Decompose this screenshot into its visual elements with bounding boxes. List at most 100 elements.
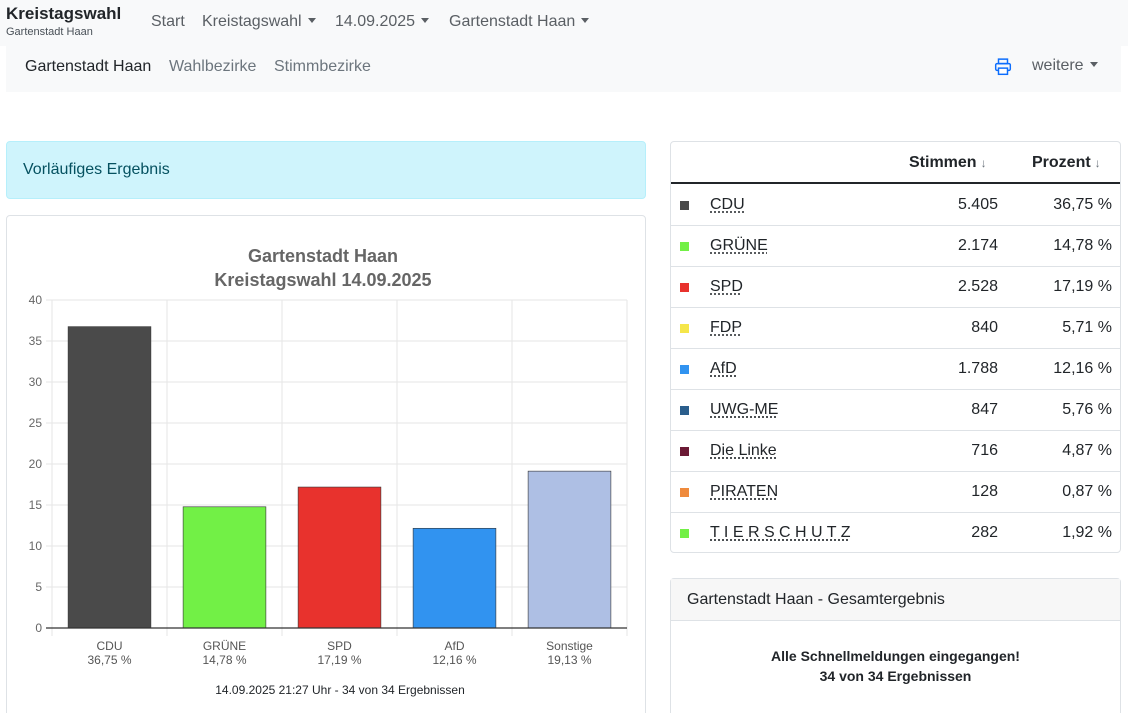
nav-date-dropdown[interactable]: 14.09.2025 bbox=[335, 12, 430, 32]
y-tick-label: 20 bbox=[29, 457, 43, 471]
chevron-down-icon[interactable] bbox=[1089, 62, 1098, 67]
table-row: PIRATEN 128 0,87 % bbox=[671, 472, 1120, 513]
y-tick-label: 10 bbox=[29, 539, 43, 553]
table-row: FDP 840 5,71 % bbox=[671, 308, 1120, 349]
party-link[interactable]: SPD bbox=[710, 278, 743, 295]
party-link[interactable]: PIRATEN bbox=[710, 483, 779, 500]
results-bar-chart: Gartenstadt Haan Kreistagswahl 14.09.2025… bbox=[29, 246, 628, 697]
table-row: T I E R S C H U T Z 282 1,92 % bbox=[671, 513, 1120, 554]
party-link[interactable]: Die Linke bbox=[710, 442, 777, 459]
party-votes: 5.405 bbox=[957, 196, 998, 213]
party-link[interactable]: CDU bbox=[710, 196, 745, 213]
tab-wahlbezirke[interactable]: Wahlbezirke bbox=[169, 58, 257, 75]
nav-election-label[interactable]: Kreistagswahl bbox=[202, 13, 302, 30]
bar[interactable] bbox=[527, 470, 612, 629]
summary-header: Gartenstadt Haan - Gesamtergebnis bbox=[671, 579, 1120, 621]
chevron-down-icon[interactable] bbox=[581, 18, 590, 23]
nav-date-label[interactable]: 14.09.2025 bbox=[335, 13, 416, 30]
votes-column-header[interactable]: Stimmen ↓ bbox=[909, 154, 987, 172]
nav-area-dropdown[interactable]: Gartenstadt Haan bbox=[449, 12, 590, 32]
y-tick-label: 30 bbox=[29, 375, 43, 389]
bar[interactable] bbox=[297, 486, 382, 629]
party-votes: 847 bbox=[971, 401, 998, 418]
x-tick-sublabel: 14,78 % bbox=[202, 653, 246, 667]
sort-arrow-icon[interactable]: ↓ bbox=[1094, 156, 1101, 170]
party-link[interactable]: AfD bbox=[710, 360, 737, 377]
y-tick-label: 40 bbox=[29, 293, 43, 307]
brand-subtitle[interactable]: Gartenstadt Haan bbox=[6, 26, 93, 38]
table-row: UWG-ME 847 5,76 % bbox=[671, 390, 1120, 431]
table-row: AfD 1.788 12,16 % bbox=[671, 349, 1120, 390]
x-tick-sublabel: 36,75 % bbox=[87, 653, 131, 667]
party-percent: 0,87 % bbox=[1062, 483, 1112, 500]
party-votes: 282 bbox=[971, 524, 998, 541]
table-row: Die Linke 716 4,87 % bbox=[671, 431, 1120, 472]
sort-arrow-icon[interactable]: ↓ bbox=[980, 156, 987, 170]
table-row: SPD 2.528 17,19 % bbox=[671, 267, 1120, 308]
party-votes: 2.528 bbox=[957, 278, 998, 295]
nav-election-dropdown[interactable]: Kreistagswahl bbox=[202, 12, 316, 32]
chart-title: Kreistagswahl 14.09.2025 bbox=[214, 270, 431, 290]
bar[interactable] bbox=[182, 506, 267, 629]
percent-header-label[interactable]: Prozent bbox=[1032, 154, 1091, 171]
bar[interactable] bbox=[412, 527, 497, 629]
chevron-down-icon[interactable] bbox=[307, 18, 316, 23]
table-header: Stimmen ↓ Prozent ↓ bbox=[671, 142, 1120, 184]
party-color-swatch bbox=[680, 488, 689, 497]
nav-start-label[interactable]: Start bbox=[151, 13, 185, 30]
y-tick-label: 35 bbox=[29, 334, 43, 348]
tab-stimmbezirke[interactable]: Stimmbezirke bbox=[274, 58, 371, 75]
table-row: CDU 5.405 36,75 % bbox=[671, 185, 1120, 226]
percent-column-header[interactable]: Prozent ↓ bbox=[1032, 154, 1101, 172]
party-color-swatch bbox=[680, 201, 689, 210]
summary-status: Alle Schnellmeldungen eingegangen! bbox=[771, 648, 1020, 664]
x-tick-label: Sonstige bbox=[546, 639, 593, 653]
summary-count: 34 von 34 Ergebnissen bbox=[819, 668, 972, 684]
printer-icon[interactable] bbox=[994, 58, 1012, 76]
votes-header-label[interactable]: Stimmen bbox=[909, 154, 977, 171]
party-percent: 5,76 % bbox=[1062, 401, 1112, 418]
nav-start[interactable]: Start bbox=[151, 12, 185, 32]
tab-gartenstadt-haan[interactable]: Gartenstadt Haan bbox=[25, 58, 152, 75]
party-percent: 1,92 % bbox=[1062, 524, 1112, 541]
party-votes: 840 bbox=[971, 319, 998, 336]
party-link[interactable]: FDP bbox=[710, 319, 742, 336]
more-dropdown[interactable]: weitere bbox=[1032, 57, 1098, 75]
brand[interactable]: Kreistagswahl Gartenstadt Haan bbox=[6, 4, 121, 39]
party-percent: 4,87 % bbox=[1062, 442, 1112, 459]
party-percent: 36,75 % bbox=[1053, 196, 1112, 213]
x-tick-label: AfD bbox=[444, 639, 464, 653]
chart-footer: 14.09.2025 21:27 Uhr - 34 von 34 Ergebni… bbox=[215, 683, 465, 697]
sub-navbar: Gartenstadt Haan Wahlbezirke Stimmbezirk… bbox=[6, 46, 1121, 92]
party-link[interactable]: GRÜNE bbox=[710, 237, 768, 254]
alert-text: Vorläufiges Ergebnis bbox=[23, 161, 170, 178]
party-votes: 128 bbox=[971, 483, 998, 500]
chevron-down-icon[interactable] bbox=[421, 18, 430, 23]
party-color-swatch bbox=[680, 365, 689, 374]
x-tick-sublabel: 19,13 % bbox=[547, 653, 591, 667]
nav-area-label[interactable]: Gartenstadt Haan bbox=[449, 13, 576, 30]
brand-title[interactable]: Kreistagswahl bbox=[6, 4, 122, 23]
top-navbar: Kreistagswahl Gartenstadt Haan Start Kre… bbox=[0, 0, 1128, 46]
x-tick-label: GRÜNE bbox=[203, 639, 246, 653]
y-tick-label: 25 bbox=[29, 416, 43, 430]
results-table: Stimmen ↓ Prozent ↓ CDU 5.405 36,75 % GRÜNE 2.… bbox=[670, 141, 1121, 553]
x-tick-sublabel: 12,16 % bbox=[432, 653, 476, 667]
party-color-swatch bbox=[680, 406, 689, 415]
party-percent: 5,71 % bbox=[1062, 319, 1112, 336]
party-percent: 14,78 % bbox=[1053, 237, 1112, 254]
bar[interactable] bbox=[67, 326, 152, 629]
party-color-swatch bbox=[680, 242, 689, 251]
table-row: GRÜNE 2.174 14,78 % bbox=[671, 226, 1120, 267]
party-link[interactable]: UWG-ME bbox=[710, 401, 779, 418]
party-color-swatch bbox=[680, 447, 689, 456]
party-color-swatch bbox=[680, 324, 689, 333]
summary-title: Gartenstadt Haan - Gesamtergebnis bbox=[687, 591, 945, 608]
party-votes: 2.174 bbox=[957, 237, 998, 254]
party-link[interactable]: T I E R S C H U T Z bbox=[710, 524, 851, 541]
more-label[interactable]: weitere bbox=[1032, 57, 1084, 74]
chart-card: Gartenstadt Haan Kreistagswahl 14.09.2025… bbox=[6, 215, 646, 713]
party-percent: 12,16 % bbox=[1053, 360, 1112, 377]
x-tick-label: SPD bbox=[327, 639, 352, 653]
chart-title: Gartenstadt Haan bbox=[248, 246, 398, 266]
